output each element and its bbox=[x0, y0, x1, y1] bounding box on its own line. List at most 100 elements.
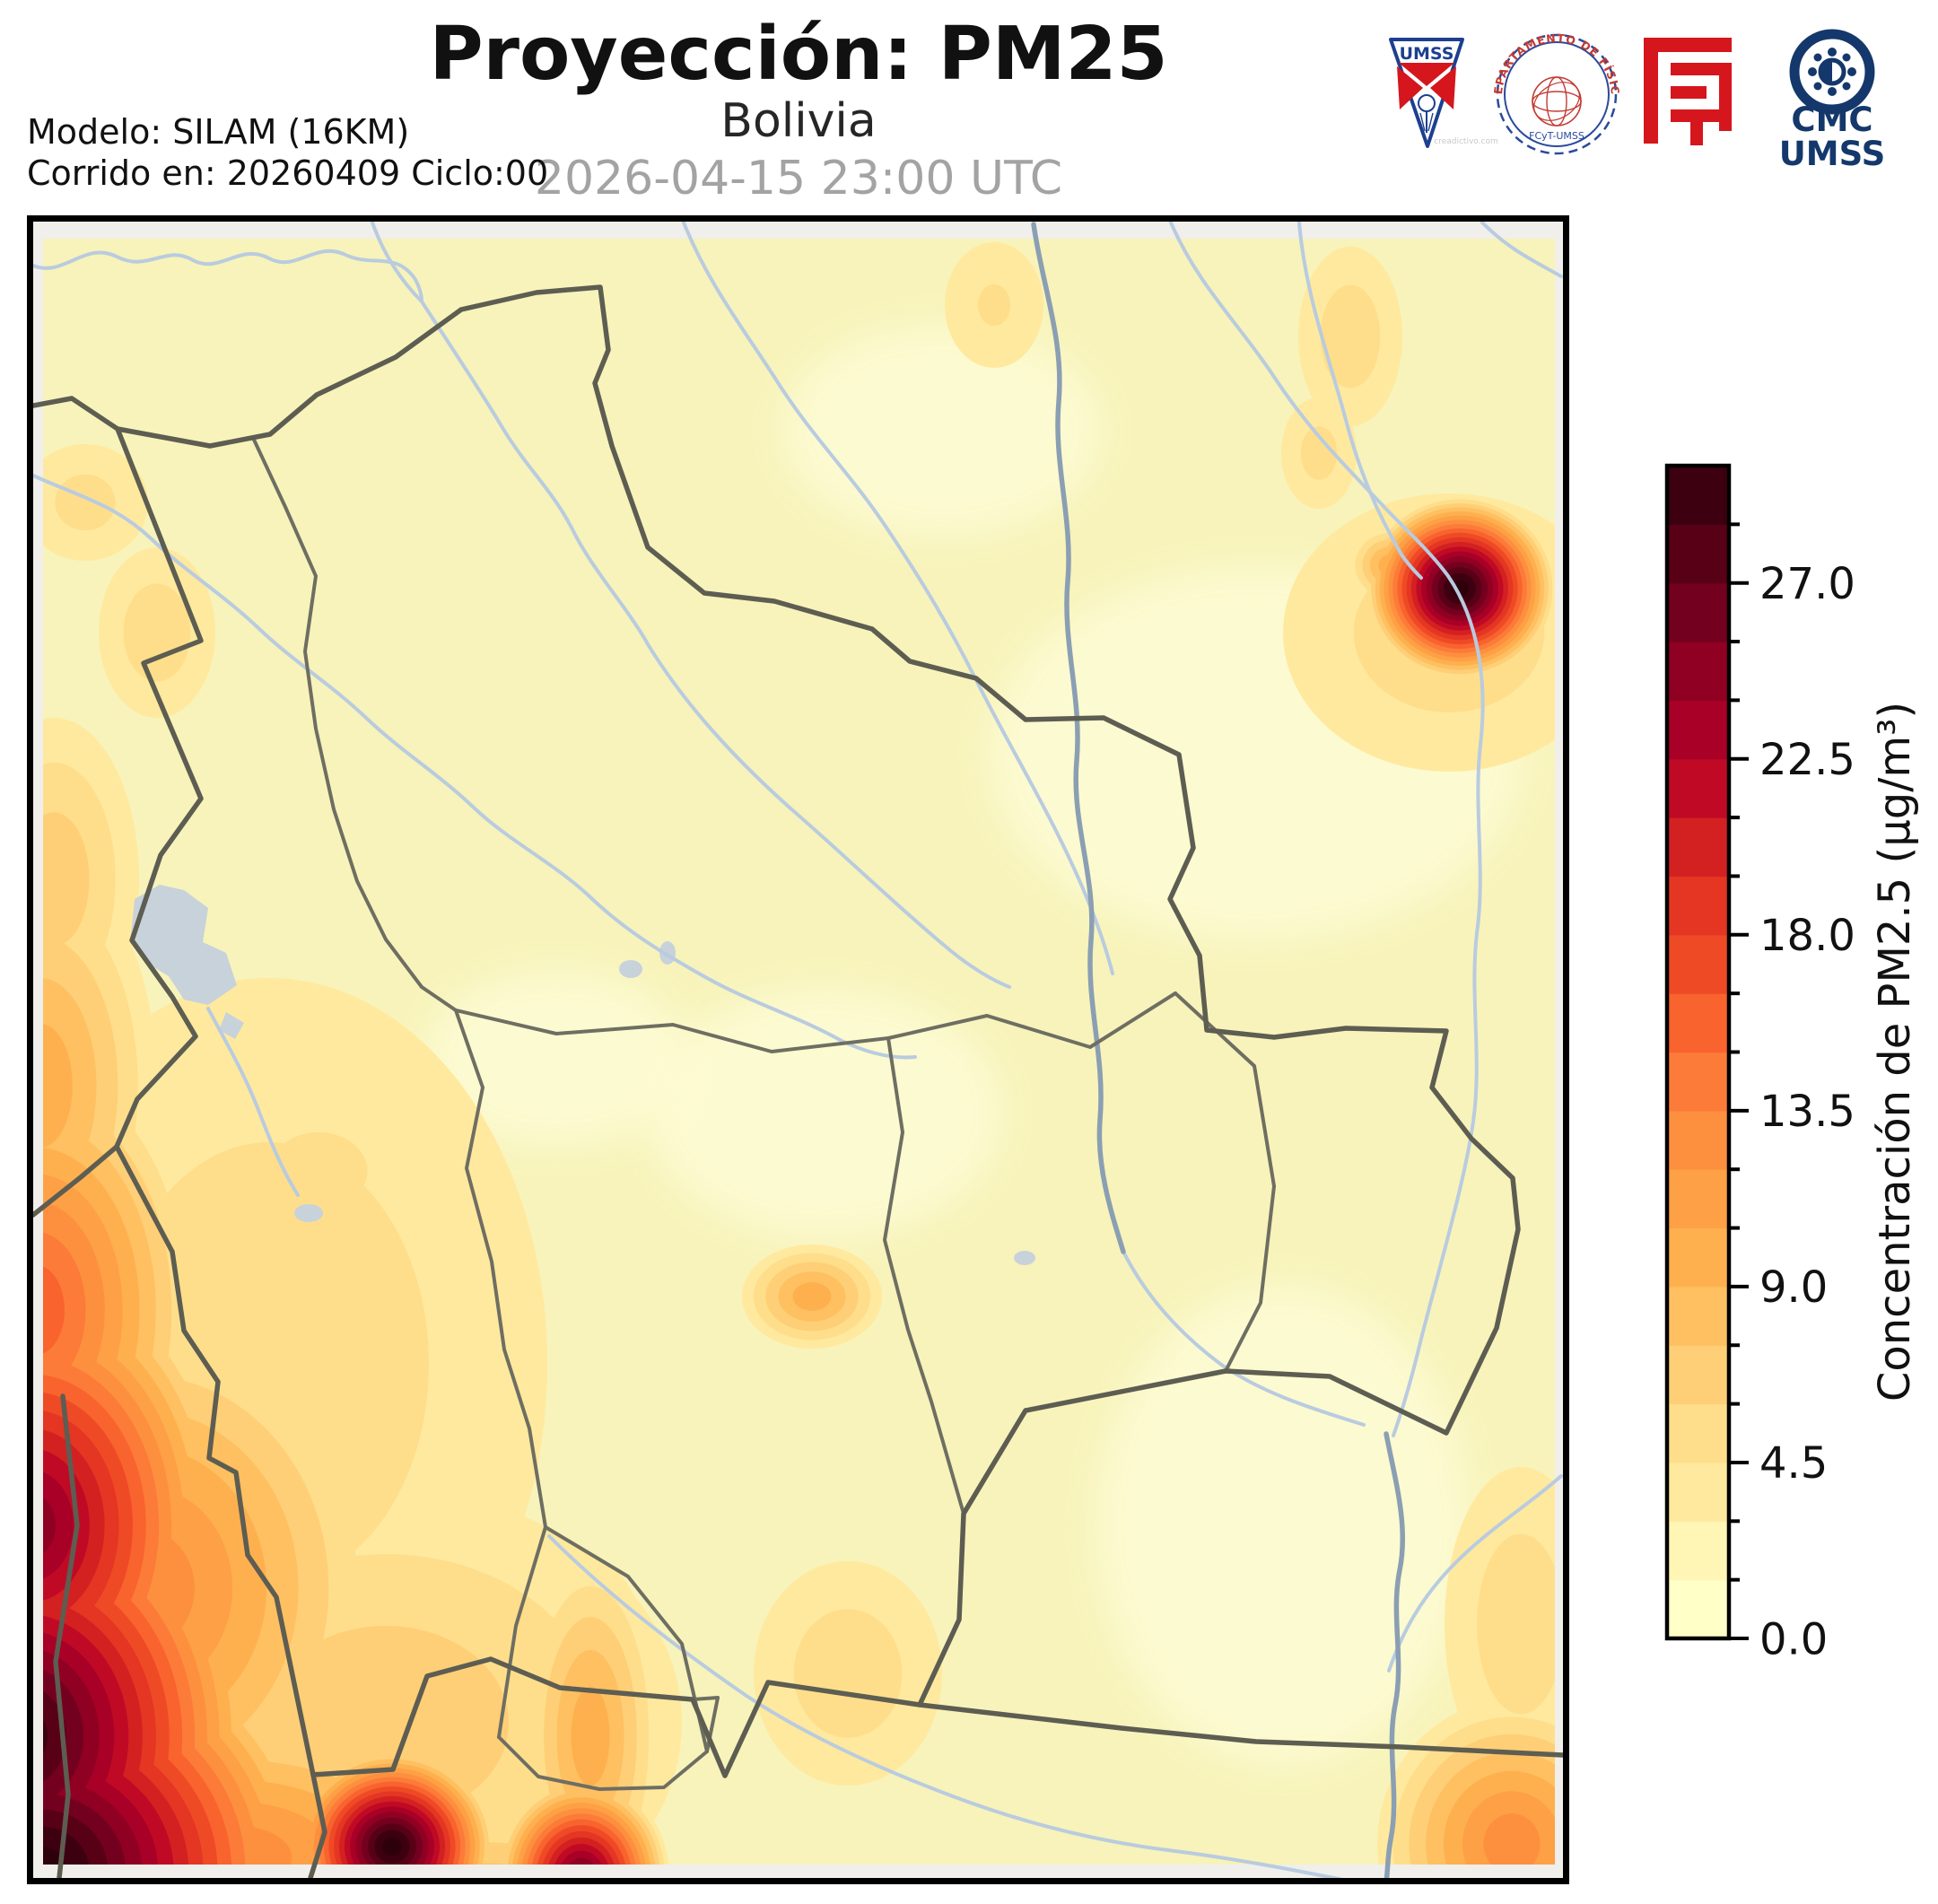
header: Proyección: PM25 Bolivia 2026-04-15 23:0… bbox=[27, 12, 1168, 205]
river bbox=[33, 249, 423, 303]
contour-band bbox=[43, 1719, 48, 1753]
department-border bbox=[544, 1525, 709, 1753]
colorbar-segment bbox=[1667, 582, 1729, 642]
colorbar-segment bbox=[1667, 758, 1729, 818]
colorbar-tick-label: 13.5 bbox=[1759, 1087, 1855, 1137]
colorbar-segment bbox=[1667, 1286, 1729, 1346]
colorbar-segment bbox=[1667, 1403, 1729, 1463]
department-border bbox=[252, 438, 458, 1012]
colorbar-tick-label: 18.0 bbox=[1759, 911, 1855, 961]
page-subtitle: Bolivia bbox=[720, 94, 876, 148]
umss-logo-watermark: creadictivo.com bbox=[1434, 137, 1497, 146]
river bbox=[33, 474, 917, 1060]
river bbox=[1480, 222, 1563, 278]
colorbar-segment bbox=[1667, 1579, 1729, 1639]
contour-band bbox=[793, 1609, 903, 1738]
colorbar-tick-label: 4.5 bbox=[1759, 1438, 1828, 1489]
contour-band bbox=[123, 583, 191, 682]
light-patch bbox=[1095, 1283, 1471, 1768]
colorbar-segment bbox=[1667, 934, 1729, 994]
hotspot-core bbox=[382, 1837, 402, 1856]
pm25-heat-layer bbox=[43, 242, 1555, 1865]
colorbar-segment bbox=[1667, 700, 1729, 760]
lake-rogagua bbox=[619, 960, 642, 978]
fcyt-logo bbox=[1644, 38, 1732, 145]
contour-band bbox=[571, 1686, 610, 1786]
colorbar-segment bbox=[1667, 1110, 1729, 1170]
cmc-logo-line2: UMSS bbox=[1779, 135, 1886, 173]
colorbar-segment bbox=[1667, 993, 1729, 1053]
umss-logo: UMSS creadictivo.com bbox=[1389, 38, 1498, 148]
neighbor-border bbox=[33, 396, 120, 432]
contour-band bbox=[977, 284, 1011, 327]
lake-small bbox=[219, 1012, 244, 1039]
bolivia-map bbox=[33, 222, 1563, 1878]
forecast-datetime: 2026-04-15 23:00 UTC bbox=[535, 152, 1062, 205]
contour-band bbox=[1483, 1813, 1541, 1865]
colorbar-axis-label: Concentración de PM2.5 (µg/m³) bbox=[1870, 702, 1920, 1402]
river-mamore bbox=[1031, 222, 1126, 1254]
contour-band bbox=[561, 1850, 602, 1865]
colorbar-segment bbox=[1667, 466, 1729, 525]
colorbar-gradient bbox=[1667, 466, 1729, 1639]
colorbar-tick-label: 0.0 bbox=[1759, 1614, 1828, 1664]
neighbor-border bbox=[917, 1702, 1563, 1758]
contour-band bbox=[43, 1472, 74, 1579]
light-patch bbox=[422, 969, 691, 1149]
contour-band bbox=[471, 1863, 507, 1865]
light-patch bbox=[781, 323, 1104, 538]
river bbox=[1297, 222, 1423, 580]
colorbar-segment bbox=[1667, 1521, 1729, 1581]
colorbar-segment bbox=[1667, 1462, 1729, 1522]
colorbar: 0.0 4.5 9.0 13.5 18.0 22.5 27.0 Concentración … bbox=[1664, 463, 1920, 1664]
contour-band bbox=[1477, 1533, 1555, 1715]
colorbar-ticks: 0.0 4.5 9.0 13.5 18.0 22.5 27.0 bbox=[1729, 522, 1855, 1664]
neighbor-border bbox=[53, 1393, 80, 1878]
contour-band bbox=[792, 1281, 832, 1312]
colorbar-segment bbox=[1667, 642, 1729, 701]
contour-band bbox=[1300, 426, 1338, 480]
lake-poopo bbox=[294, 1204, 323, 1222]
department-border bbox=[454, 991, 1177, 1053]
colorbar-segment bbox=[1667, 817, 1729, 878]
lake-titicaca bbox=[131, 885, 237, 1005]
model-info-line2: Corrido en: 20260409 Ciclo:00 bbox=[27, 153, 548, 193]
department-border bbox=[497, 1696, 720, 1791]
contour-band bbox=[569, 1857, 594, 1865]
colorbar-segment bbox=[1667, 524, 1729, 584]
cmc-umss-logo: CMC UMSS bbox=[1779, 29, 1886, 173]
river bbox=[1387, 1474, 1563, 1673]
lake-concepcion bbox=[1014, 1251, 1035, 1265]
river bbox=[682, 222, 1114, 975]
low-concentration-patches bbox=[422, 323, 1525, 1768]
colorbar-segment bbox=[1667, 876, 1729, 936]
colorbar-tick-label: 27.0 bbox=[1759, 559, 1855, 609]
neighbor-border bbox=[33, 1144, 119, 1218]
river bbox=[371, 222, 1011, 989]
river bbox=[1122, 1250, 1366, 1427]
bolivia-country-border bbox=[114, 284, 1521, 1778]
colorbar-segment bbox=[1667, 1227, 1729, 1288]
contour-band bbox=[55, 474, 116, 531]
colorbar-segment bbox=[1667, 1345, 1729, 1405]
light-patch bbox=[646, 987, 1005, 1238]
model-info-line1: Modelo: SILAM (16KM) bbox=[27, 112, 409, 152]
contour-band bbox=[43, 812, 90, 947]
contour-band bbox=[1320, 284, 1381, 389]
umss-logo-label: UMSS bbox=[1400, 44, 1454, 64]
river-paraguay bbox=[1384, 1431, 1406, 1878]
department-border bbox=[883, 1036, 965, 1515]
contour-band bbox=[43, 1497, 56, 1554]
colorbar-segment bbox=[1667, 1169, 1729, 1229]
department-border bbox=[454, 1009, 547, 1739]
map-frame bbox=[27, 215, 1569, 1884]
colorbar-tick-label: 22.5 bbox=[1759, 735, 1855, 785]
colorbar-segment bbox=[1667, 1052, 1729, 1112]
borders-layer bbox=[33, 284, 1563, 1878]
cmc-logo-line1: CMC bbox=[1791, 100, 1873, 139]
neighbor-border bbox=[308, 1772, 327, 1878]
contour-band bbox=[43, 1266, 65, 1354]
colorbar-tick-label: 9.0 bbox=[1759, 1262, 1828, 1313]
